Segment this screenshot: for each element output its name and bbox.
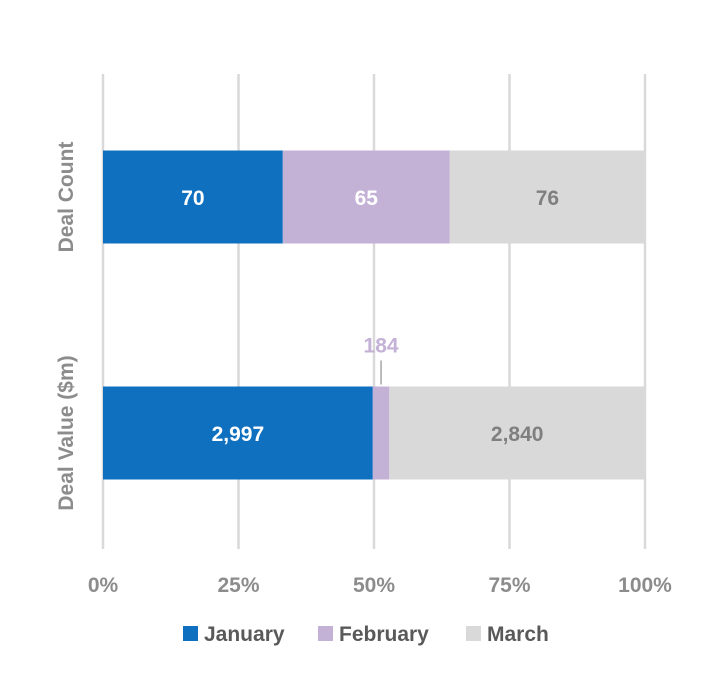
x-tick-label: 50% bbox=[353, 574, 395, 597]
legend-swatch bbox=[466, 626, 481, 641]
data-label: 70 bbox=[181, 187, 204, 210]
bar-segment bbox=[449, 150, 645, 244]
category-label: Deal Count bbox=[55, 142, 78, 253]
legend-swatch bbox=[318, 626, 333, 641]
data-label: 2,840 bbox=[491, 423, 544, 446]
x-tick-label: 0% bbox=[88, 574, 119, 597]
legend-label: February bbox=[339, 623, 429, 646]
legend-label: January bbox=[204, 623, 285, 646]
bar-segment bbox=[103, 386, 373, 480]
legend-label: March bbox=[487, 623, 549, 646]
legend: January February March bbox=[183, 623, 549, 646]
data-label: 65 bbox=[355, 187, 379, 210]
category-label: Deal Value ($m) bbox=[55, 355, 78, 510]
x-tick-label: 25% bbox=[217, 574, 259, 597]
legend-swatch bbox=[183, 626, 198, 641]
bars bbox=[103, 150, 645, 480]
x-tick-label: 100% bbox=[618, 574, 672, 597]
x-tick-label: 75% bbox=[488, 574, 530, 597]
callout-data-label: 184 bbox=[364, 335, 399, 358]
data-labels: 70 65 76 2,997 184 2,840 bbox=[181, 187, 559, 446]
bar-segment bbox=[282, 150, 450, 244]
bar-segment bbox=[103, 150, 283, 244]
bar-segment bbox=[372, 386, 390, 480]
data-label: 76 bbox=[536, 187, 559, 210]
data-label: 2,997 bbox=[212, 423, 265, 446]
bar-segment bbox=[389, 386, 645, 480]
axes: 0% 25% 50% 75% 100% Deal Count Deal Value ($m) bbox=[55, 142, 672, 597]
